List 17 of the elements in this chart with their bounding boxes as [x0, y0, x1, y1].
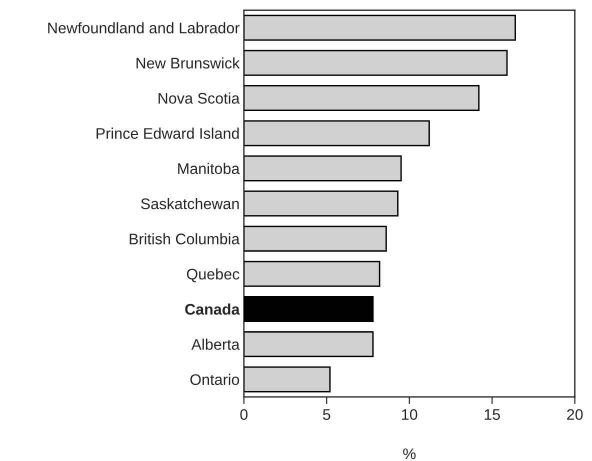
y-tick-label: Quebec [186, 268, 240, 282]
x-tick-label: 0 [240, 409, 248, 420]
y-tick-label: New Brunswick [136, 57, 240, 69]
y-tick-label: Newfoundland and Labrador [48, 22, 240, 34]
y-tick-label: Nova Scotia [158, 92, 240, 104]
y-tick-label: Ontario [190, 374, 240, 386]
y-tick-label: Saskatchewan [141, 198, 239, 210]
y-tick-label: Canada [185, 303, 240, 315]
y-tick-label: Alberta [191, 338, 240, 350]
y-tick-label: British Columbia [130, 233, 240, 244]
x-tick-label: 5 [323, 409, 330, 420]
y-tick-label: Manitoba [178, 162, 240, 174]
y-tick-label: Prince Edward Island [96, 128, 239, 139]
x-tick-label: 20 [567, 409, 583, 420]
x-tick-label: 15 [484, 409, 500, 420]
x-tick-label: 10 [402, 409, 418, 420]
x-axis-title: % [403, 448, 416, 460]
